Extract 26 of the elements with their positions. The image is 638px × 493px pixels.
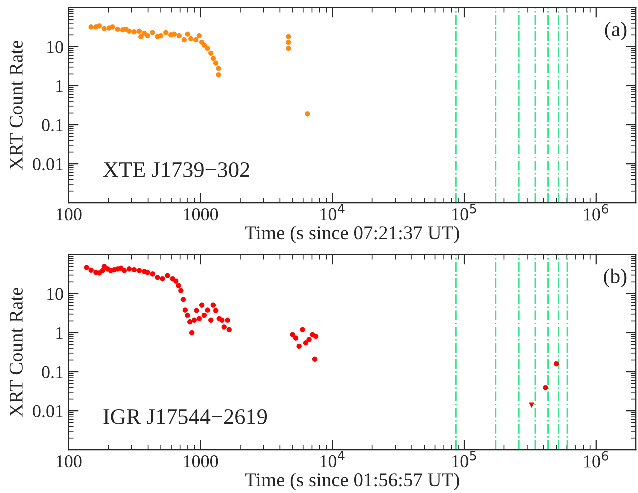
y-tick-label: 1 bbox=[56, 80, 63, 92]
y-tick-label: 10 bbox=[48, 41, 64, 54]
annotation: IGR J17544−2619 bbox=[104, 410, 268, 424]
y-axis-title: XRT Count Rate bbox=[10, 41, 23, 170]
y-tick-label: 0.1 bbox=[42, 366, 63, 379]
annotation: XTE J1739−302 bbox=[103, 162, 250, 178]
y-tick-label: 0.01 bbox=[33, 158, 63, 171]
x-tick-label: 1000 bbox=[184, 208, 218, 221]
x-tick-label: 10$^{6}$ bbox=[584, 204, 608, 221]
y-tick-label: 0.01 bbox=[33, 405, 63, 418]
y-tick-label: 10 bbox=[48, 288, 64, 300]
x-tick-label: 10$^{6}$ bbox=[584, 451, 608, 468]
x-tick-label: 10$^{4}$ bbox=[320, 451, 345, 468]
x-axis-title: Time (s since 01:56:57 UT) bbox=[245, 472, 460, 491]
x-tick-label: 10$^{5}$ bbox=[452, 451, 476, 468]
y-tick-label: 1 bbox=[56, 327, 63, 340]
y-tick-label: 0.1 bbox=[42, 119, 63, 132]
annotation: (a) bbox=[605, 22, 627, 41]
y-axis-title: XRT Count Rate bbox=[10, 288, 23, 418]
x-tick-label: 100 bbox=[56, 208, 82, 221]
x-tick-label: 100 bbox=[56, 455, 82, 468]
annotation: (b) bbox=[604, 268, 627, 288]
x-tick-label: 10$^{4}$ bbox=[320, 204, 345, 221]
x-axis-title: Time (s since 07:21:37 UT) bbox=[245, 226, 460, 244]
x-tick-label: 1000 bbox=[184, 455, 218, 468]
x-tick-label: 10$^{5}$ bbox=[452, 204, 476, 221]
